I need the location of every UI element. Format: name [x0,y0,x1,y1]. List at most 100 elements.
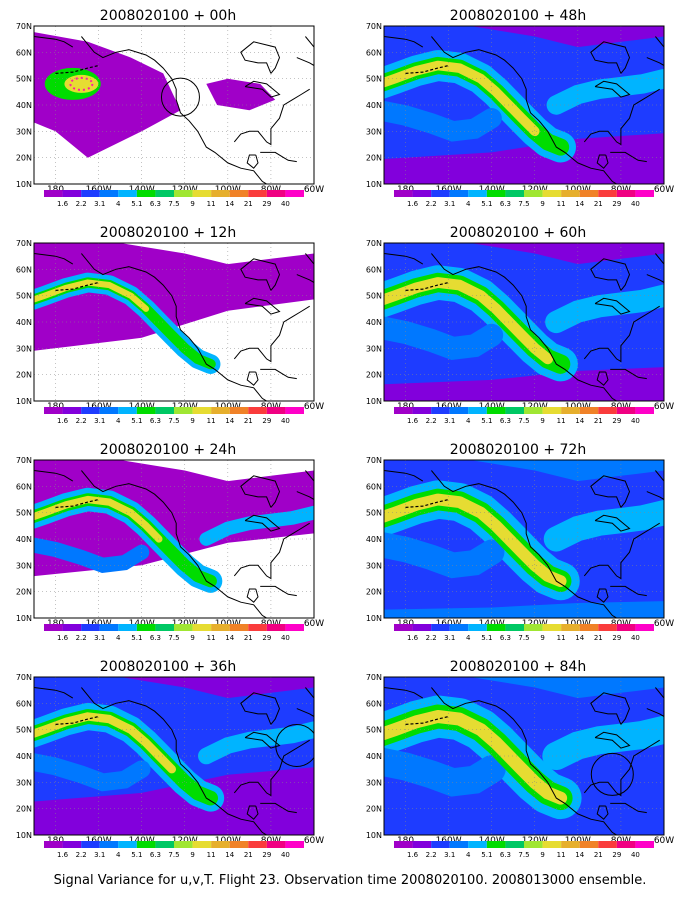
lat-tick-label: 50N [16,75,32,84]
lat-tick-label: 40N [16,535,32,544]
variance-map: 70N60N50N40N30N20N10N180160W140W120W100W… [16,456,324,642]
lat-tick-label: 50N [366,509,382,518]
lat-tick-label: 60N [16,265,32,274]
lat-tick-label: 30N [366,778,382,787]
colorbar-swatch [285,624,304,631]
colorbar-label: 2.2 [426,417,437,425]
colorbar-swatch [561,841,580,848]
lat-tick-label: 20N [366,371,382,380]
colorbar-swatch [505,190,524,197]
lat-tick-label: 60N [366,265,382,274]
colorbar-label: 6.3 [150,634,161,642]
lat-tick-label: 60N [366,699,382,708]
map-panel-60h: 2008020100 + 60h 70N60N50N40N30N20N10N18… [366,225,674,437]
lat-tick-label: 60N [16,482,32,491]
colorbar-label: 11 [557,634,566,642]
colorbar-label: 4 [466,200,471,208]
colorbar-swatch [431,407,450,414]
map-panel-48h: 2008020100 + 48h 70N60N50N40N30N20N10N18… [366,8,674,220]
colorbar-label: 21 [594,851,603,859]
colorbar-swatch [449,624,469,631]
colorbar-label: 9 [190,417,194,425]
colorbar-swatch [412,190,432,197]
lat-tick-label: 60N [16,48,32,57]
colorbar-swatch [635,841,654,848]
colorbar-label: 9 [540,851,544,859]
colorbar-label: 11 [207,200,216,208]
colorbar-label: 14 [575,417,584,425]
lat-tick-label: 40N [366,752,382,761]
colorbar-label: 11 [557,417,566,425]
colorbar-label: 21 [244,634,253,642]
colorbar-swatch [468,624,487,631]
lat-tick-label: 20N [366,588,382,597]
colorbar-swatch [579,624,599,631]
colorbar-swatch [192,841,212,848]
colorbar-swatch [285,190,304,197]
colorbar-swatch [468,407,487,414]
colorbar-swatch [62,407,82,414]
colorbar-label: 2.2 [76,417,87,425]
lat-tick-label: 40N [366,535,382,544]
colorbar-label: 1.6 [57,851,69,859]
lat-tick-label: 40N [366,101,382,110]
colorbar-label: 6.3 [500,200,511,208]
colorbar-swatch [99,190,119,197]
colorbar-swatch [431,841,450,848]
colorbar-swatch [266,624,286,631]
colorbar-label: 5.1 [481,417,492,425]
lat-tick-label: 10N [16,614,32,623]
colorbar-swatch [118,841,137,848]
colorbar-swatch [44,624,63,631]
colorbar-swatch [412,841,432,848]
colorbar-swatch [542,407,562,414]
colorbar-label: 3.1 [444,851,455,859]
colorbar-swatch [155,407,174,414]
lat-tick-label: 30N [16,127,32,136]
colorbar-label: 6.3 [150,417,161,425]
colorbar-label: 11 [557,851,566,859]
lat-tick-label: 40N [16,318,32,327]
colorbar-swatch [155,190,174,197]
colorbar-swatch [486,841,506,848]
colorbar-swatch [598,190,617,197]
map-panel-24h: 2008020100 + 24h 70N60N50N40N30N20N10N18… [16,442,324,654]
colorbar-swatch [561,407,580,414]
colorbar-label: 1.6 [407,417,419,425]
map-panel-00h: 2008020100 + 00h 70N60N50N40N30N20N10N18… [16,8,324,220]
colorbar-label: 40 [631,417,640,425]
lat-tick-label: 10N [366,614,382,623]
colorbar-swatch [561,190,580,197]
colorbar-swatch [62,190,82,197]
colorbar-swatch [229,624,249,631]
colorbar-label: 5.1 [131,417,142,425]
colorbar-label: 40 [281,851,290,859]
variance-map: 70N60N50N40N30N20N10N180160W140W120W100W… [16,239,324,425]
colorbar-label: 4 [116,417,121,425]
lat-tick-label: 30N [366,127,382,136]
colorbar-swatch [542,624,562,631]
colorbar-label: 1.6 [407,200,419,208]
colorbar-label: 7.5 [168,634,179,642]
colorbar-label: 40 [631,200,640,208]
colorbar-label: 5.1 [481,634,492,642]
map-panel-12h: 2008020100 + 12h 70N60N50N40N30N20N10N18… [16,225,324,437]
colorbar-swatch [616,407,636,414]
lat-tick-label: 60N [366,482,382,491]
colorbar-swatch [192,190,212,197]
lat-tick-label: 10N [366,397,382,406]
colorbar-label: 4 [116,634,121,642]
figure-caption: Signal Variance for u,v,T. Flight 23. Ob… [53,873,647,888]
colorbar-label: 14 [225,851,234,859]
variance-map: 70N60N50N40N30N20N10N180160W140W120W100W… [16,22,324,208]
colorbar-label: 40 [281,417,290,425]
colorbar-label: 7.5 [168,851,179,859]
colorbar-swatch [505,624,524,631]
colorbar-label: 9 [190,634,194,642]
colorbar-swatch [505,841,524,848]
panel-title: 2008020100 + 00h [99,8,237,24]
colorbar-swatch [524,407,543,414]
colorbar-label: 29 [612,634,621,642]
colorbar-swatch [81,407,100,414]
colorbar-label: 6.3 [150,851,161,859]
